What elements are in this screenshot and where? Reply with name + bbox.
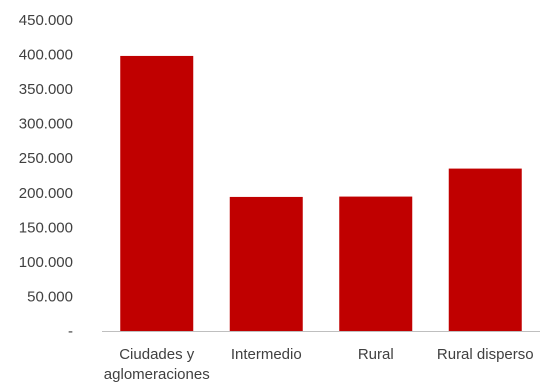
x-category-label-line: Rural <box>358 346 394 363</box>
bar <box>339 196 413 331</box>
y-tick-label: 300.000 <box>19 116 73 133</box>
x-category-label: Rural disperso <box>437 346 534 363</box>
y-tick-label: 50.000 <box>27 288 73 305</box>
y-tick-label: - <box>68 323 73 340</box>
x-category-label-line: Intermedio <box>231 346 302 363</box>
y-tick-label: 100.000 <box>19 254 73 271</box>
x-category-label: Rural <box>358 346 394 363</box>
y-tick-label: 150.000 <box>19 219 73 236</box>
x-category-label: Intermedio <box>231 346 302 363</box>
y-tick-label: 350.000 <box>19 81 73 98</box>
y-axis-ticks: - 50.000 100.000 150.000 200.000 250.000 300.0… <box>19 12 73 340</box>
y-tick-label: 400.000 <box>19 47 73 64</box>
y-tick-label: 250.000 <box>19 150 73 167</box>
x-category-label-line: Ciudades y <box>119 346 195 363</box>
bar <box>229 196 303 331</box>
x-axis-categories: Ciudades y aglomeraciones Intermedio Rural R… <box>104 346 534 382</box>
x-category-label-line: Rural disperso <box>437 346 534 363</box>
y-tick-label: 200.000 <box>19 185 73 202</box>
x-category-label-line: aglomeraciones <box>104 366 210 382</box>
bar <box>120 55 194 332</box>
bars <box>120 55 522 332</box>
bar <box>448 168 522 331</box>
x-category-label: Ciudades y aglomeraciones <box>104 346 210 382</box>
y-tick-label: 450.000 <box>19 12 73 29</box>
